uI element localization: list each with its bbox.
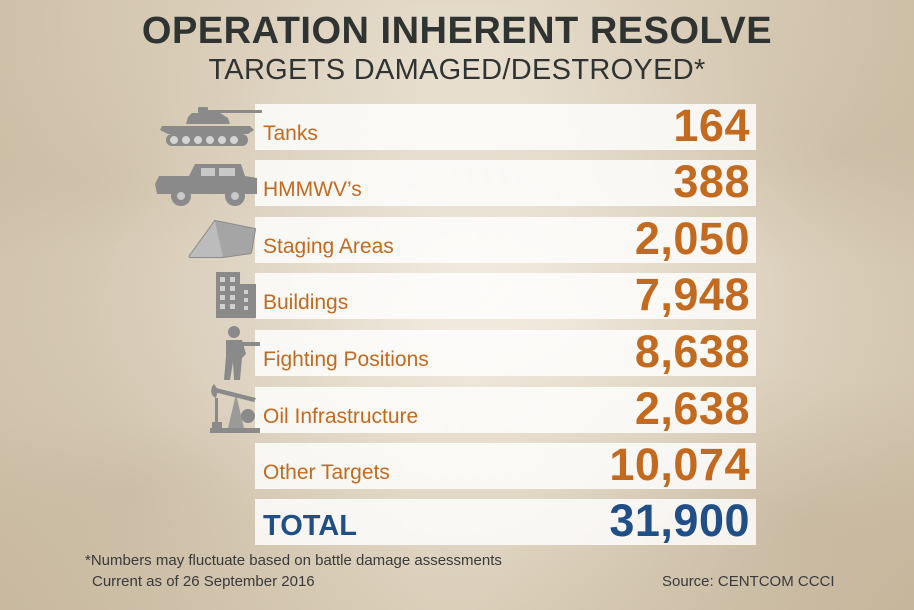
row-label: HMMWV’s xyxy=(263,178,362,201)
row-value: 388 xyxy=(673,156,750,207)
oil-pump-icon xyxy=(208,378,262,434)
total-label: TOTAL xyxy=(263,510,357,542)
as-of-date: Current as of 26 September 2016 xyxy=(92,573,315,590)
row-value: 8,638 xyxy=(634,326,750,377)
row-label: Tanks xyxy=(263,122,318,145)
row-value: 2,638 xyxy=(634,383,750,434)
row-value: 10,074 xyxy=(609,439,750,490)
row-label: Oil Infrastructure xyxy=(263,405,419,428)
soldier-icon xyxy=(216,324,260,382)
table-row-hmmwv: HMMWV’s 388 xyxy=(255,156,756,207)
footnote: *Numbers may fluctuate based on battle d… xyxy=(85,552,502,569)
table-row-staging-areas: Staging Areas 2,050 xyxy=(255,213,756,264)
table-row-total: TOTAL 31,900 xyxy=(255,495,756,546)
table-row-tanks: Tanks 164 xyxy=(255,100,756,151)
table-row-buildings: Buildings 7,948 xyxy=(255,269,756,320)
building-icon xyxy=(212,268,258,320)
table-row-other-targets: Other Targets 10,074 xyxy=(255,439,756,490)
humvee-icon xyxy=(153,158,261,208)
table-row-oil-infrastructure: Oil Infrastructure 2,638 xyxy=(255,383,756,434)
row-label: Buildings xyxy=(263,291,349,314)
tank-icon xyxy=(158,104,262,150)
row-value: 2,050 xyxy=(634,213,750,264)
table-row-fighting-positions: Fighting Positions 8,638 xyxy=(255,326,756,377)
tent-icon xyxy=(185,213,259,263)
source-credit: Source: CENTCOM CCCI xyxy=(662,573,835,590)
row-label: Other Targets xyxy=(263,461,390,484)
row-label: Fighting Positions xyxy=(263,348,429,371)
row-value: 164 xyxy=(673,100,750,151)
total-value: 31,900 xyxy=(609,495,750,546)
chart-subtitle: TARGETS DAMAGED/DESTROYED* xyxy=(208,54,706,86)
row-label: Staging Areas xyxy=(263,235,394,258)
row-value: 7,948 xyxy=(634,269,750,320)
chart-title: OPERATION INHERENT RESOLVE xyxy=(141,10,773,52)
